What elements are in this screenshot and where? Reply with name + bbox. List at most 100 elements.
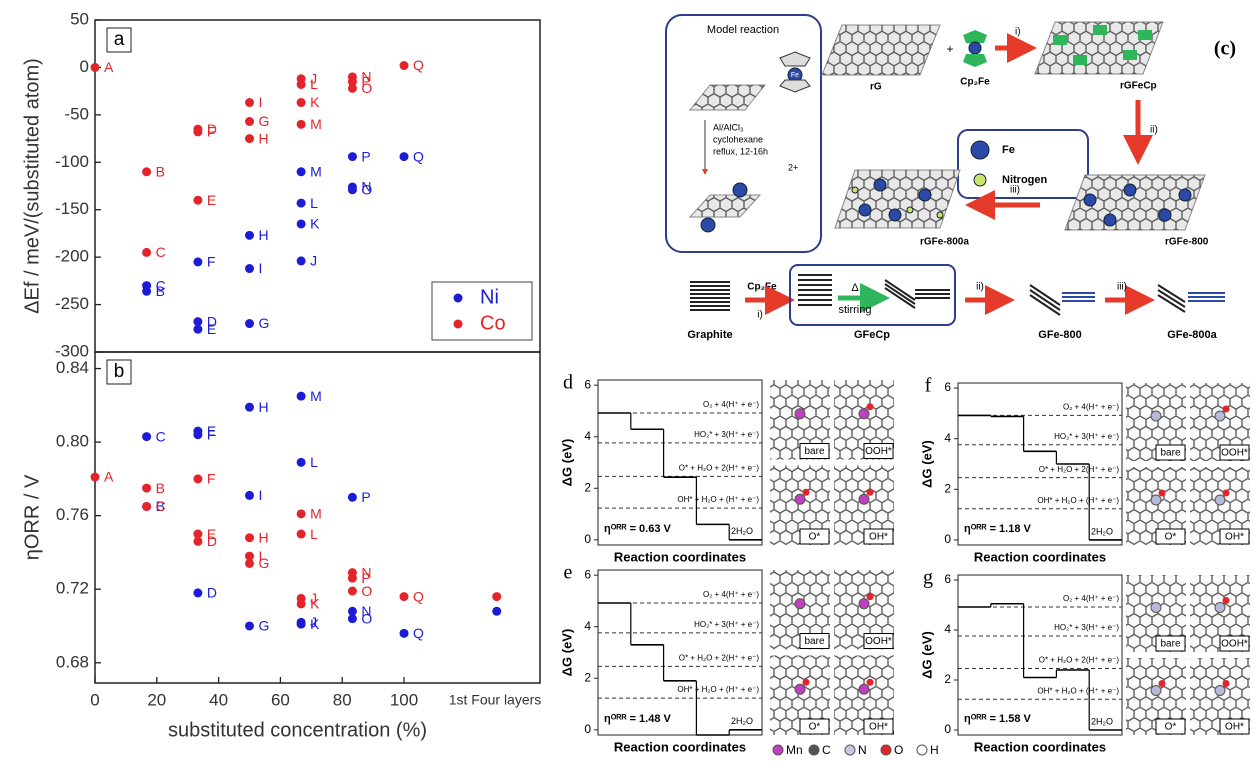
level-label: HO₂* + 3(H⁺ + e⁻) (694, 430, 759, 439)
point (296, 167, 306, 177)
structure-label-box (1219, 444, 1250, 461)
structure-label: OOH* (865, 446, 892, 457)
fe-atom (1103, 213, 1117, 227)
exfoliated-layer (884, 279, 916, 301)
point-label: B (156, 283, 165, 299)
structure-label: bare (1160, 639, 1180, 650)
plus-sign: + (946, 42, 953, 56)
point (142, 247, 152, 257)
plot-frame (597, 379, 763, 546)
dopant-atom (794, 408, 806, 420)
point-label: P (361, 570, 370, 586)
exfoliated-layer (1029, 284, 1061, 306)
x-tick-label: 40 (209, 690, 228, 709)
y-axis-label: ΔG (eV) (559, 439, 574, 487)
point (296, 599, 306, 609)
atom-legend-label: H (930, 743, 939, 757)
point-label: J (310, 590, 317, 606)
point (245, 116, 255, 126)
point-label: I (259, 94, 263, 110)
point (399, 152, 409, 162)
exfoliated-layer (1157, 289, 1186, 308)
legend-box (431, 281, 533, 341)
point-label: I (259, 548, 263, 564)
point-label: E (207, 192, 216, 208)
point-label: F (207, 124, 216, 140)
y-tick-label: 2 (944, 672, 951, 686)
y-tick-label: 50 (70, 9, 89, 28)
reagent-label: Cp₂Fe (747, 282, 777, 293)
point-label: M (310, 388, 322, 404)
point (245, 98, 255, 108)
level-label: O* + H₂O + 2(H⁺ + e⁻) (679, 464, 760, 473)
x-tick-label: 0 (90, 690, 99, 709)
point (347, 586, 357, 596)
structure-label-box (863, 443, 894, 459)
sheet-label: rGFeCp (1120, 81, 1157, 92)
fe-atom (873, 178, 887, 192)
stirring-label: stirring (838, 304, 871, 316)
y-tick-label: 2 (944, 481, 951, 495)
point-label: A (104, 59, 114, 75)
point-label: P (361, 148, 370, 164)
adsorbate-atom (1158, 680, 1166, 687)
structure-label-box (863, 718, 894, 735)
point-label: N (361, 179, 371, 195)
structure-label-box (1155, 718, 1186, 735)
cp-fragment (1053, 35, 1067, 45)
point (347, 152, 357, 162)
level-label: O* + H₂O + 2(H⁺ + e⁻) (679, 654, 760, 663)
point (296, 98, 306, 108)
sheet-label: rGFe-800 (1165, 237, 1209, 248)
point-label: C (156, 277, 166, 293)
fe-atom (1178, 188, 1192, 202)
point (193, 127, 203, 137)
structure-label: bare (1160, 448, 1180, 459)
exfoliated-layer (1029, 289, 1061, 311)
point (296, 256, 306, 266)
y-tick-label: 0 (944, 532, 951, 546)
point-label: D (207, 313, 217, 329)
point-label: N (361, 69, 371, 85)
y-tick-label: -100 (55, 152, 89, 171)
y-axis-label: ΔG (eV) (919, 440, 934, 488)
step-label: ii) (976, 282, 984, 293)
point-label: I (259, 487, 263, 503)
cp-fragment (1123, 50, 1137, 60)
point (245, 230, 255, 240)
point (347, 77, 357, 87)
y-axis-label: ΔG (eV) (559, 629, 574, 677)
cp-ring (779, 51, 811, 67)
point (296, 219, 306, 229)
x-tick-label: 20 (147, 690, 166, 709)
point (193, 317, 203, 327)
structure-label: OH* (1225, 532, 1244, 543)
point-label: D (207, 533, 217, 549)
cp-ring (963, 54, 987, 67)
structure-label-box (799, 633, 830, 649)
atom-legend-marker (880, 744, 892, 756)
point-label: C (156, 428, 166, 444)
condition-text: reflux, 12-16h (713, 146, 768, 156)
point-label: L (310, 195, 318, 211)
model-title: Model reaction (707, 24, 779, 36)
point-label: D (207, 585, 217, 601)
point (399, 628, 409, 638)
point-label: C (156, 244, 166, 260)
point (296, 457, 306, 467)
point-label: L (310, 526, 318, 542)
sheet-label: rGFe-800a (920, 237, 969, 248)
y-tick-label: -250 (55, 294, 89, 313)
point-label: Q (413, 588, 424, 604)
point (492, 592, 502, 602)
legend-marker (453, 293, 463, 303)
atom-legend-label: C (822, 743, 831, 757)
dopant-atom (794, 598, 806, 610)
eta-label: ηᴼᴿᴿ = 1.18 V (964, 523, 1032, 535)
level-label: OH* + H₂O + (H⁺ + e⁻) (677, 685, 759, 694)
point (245, 490, 255, 500)
y-tick-label: 4 (584, 429, 591, 443)
gfecp-box (789, 264, 956, 326)
point-label: K (310, 596, 320, 612)
y-tick-label: 6 (584, 567, 591, 581)
